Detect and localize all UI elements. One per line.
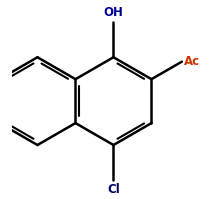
Text: Cl: Cl — [107, 183, 120, 196]
Text: OH: OH — [104, 6, 123, 19]
Text: Ac: Ac — [184, 55, 200, 68]
